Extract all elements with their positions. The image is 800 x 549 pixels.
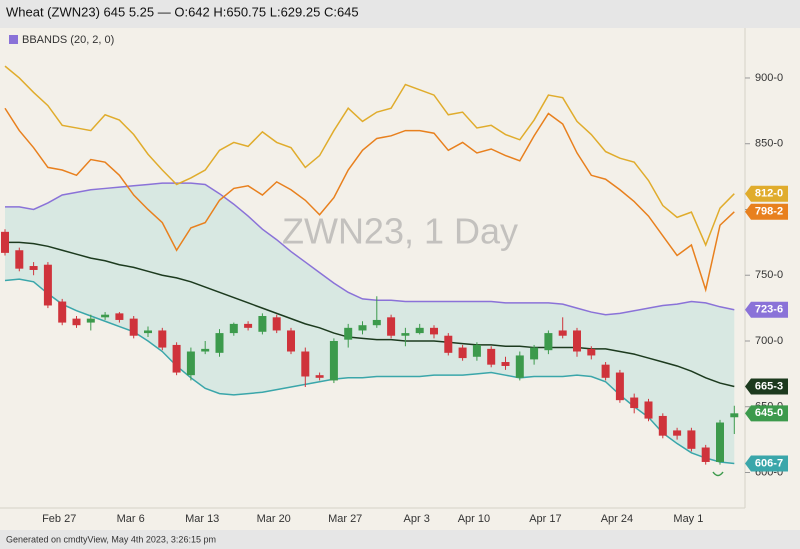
bband-middle <box>5 241 735 388</box>
x-tick-label: May 1 <box>673 513 703 525</box>
candle-body <box>530 347 539 360</box>
x-tick-label: Mar 6 <box>117 513 145 525</box>
value-badge-label: 645-0 <box>755 407 783 419</box>
x-tick-label: Apr 24 <box>601 513 633 525</box>
value-badge <box>745 378 788 395</box>
x-tick-label: Feb 27 <box>42 513 76 525</box>
x-tick-label: Mar 20 <box>257 513 291 525</box>
value-badge <box>745 203 788 220</box>
candle-body <box>730 413 739 418</box>
marker <box>712 471 724 477</box>
value-badge-label: 665-3 <box>755 380 783 392</box>
candle-body <box>201 348 210 352</box>
candle-body <box>58 301 67 323</box>
candle-body <box>358 325 367 331</box>
y-tick-label: 700-0 <box>755 335 783 347</box>
legend-swatch <box>9 35 18 44</box>
x-tick-label: Apr 3 <box>404 513 430 525</box>
legend-label: BBANDS (20, 2, 0) <box>22 34 114 46</box>
candle-body <box>186 351 195 376</box>
candle-body <box>372 319 381 326</box>
footer: Generated on cmdtyView, May 4th 2023, 3:… <box>6 534 216 544</box>
candle-body <box>444 335 453 353</box>
candle-body <box>301 351 310 377</box>
candle-body <box>687 430 696 449</box>
candle-body <box>387 317 396 336</box>
watermark: ZWN23, 1 Day <box>282 211 518 252</box>
candle-body <box>544 333 553 351</box>
bband-lower <box>4 278 735 465</box>
candle-body <box>86 318 95 323</box>
candle-body <box>401 333 410 336</box>
candle-body <box>158 330 167 348</box>
x-tick-label: Apr 10 <box>458 513 490 525</box>
value-badge-label: 723-6 <box>755 304 783 316</box>
y-tick-label: 750-0 <box>755 269 783 281</box>
value-badge <box>745 185 788 202</box>
candle-body <box>215 333 224 353</box>
candle-body <box>244 323 253 328</box>
candle-body <box>601 364 610 378</box>
candle-body <box>287 330 295 352</box>
indicator-line <box>4 65 735 247</box>
candle-body <box>458 347 467 359</box>
x-tick-label: Mar 13 <box>185 513 219 525</box>
candle-body <box>272 317 281 331</box>
value-badge-label: 798-2 <box>755 206 783 218</box>
candle-body <box>587 348 596 356</box>
value-badge <box>745 405 788 422</box>
chart-title: Wheat (ZWN23) 645 5.25 — O:642 H:650.75 … <box>6 4 359 19</box>
candle-body <box>29 266 38 270</box>
indicator-line <box>4 107 735 293</box>
value-badge <box>745 455 788 472</box>
bband-upper <box>5 182 735 316</box>
candle-body <box>115 313 124 320</box>
candle-body <box>716 422 724 462</box>
value-badge <box>745 301 788 318</box>
candle-body <box>315 375 324 378</box>
candle-body <box>615 372 624 401</box>
candle-body <box>630 397 639 409</box>
candle-body <box>1 231 9 253</box>
candle-body <box>329 340 338 381</box>
candle-body <box>501 362 510 366</box>
candle-body <box>15 250 24 269</box>
candle-body <box>129 318 138 336</box>
candle-body <box>172 344 181 373</box>
candle-body <box>43 264 52 306</box>
candle-body <box>101 314 110 318</box>
candle-body <box>472 344 481 357</box>
x-tick-label: Apr 17 <box>529 513 561 525</box>
value-badge-label: 606-7 <box>755 457 783 469</box>
y-tick-label: 900-0 <box>755 72 783 84</box>
candle-body <box>144 330 152 334</box>
candle-body <box>344 327 353 340</box>
band-fill <box>5 183 735 464</box>
y-tick-label: 850-0 <box>755 138 783 150</box>
header-bar <box>0 0 800 28</box>
candle-body <box>573 330 581 352</box>
candle-body <box>430 327 438 335</box>
footer-bar <box>0 530 800 549</box>
candle-body <box>72 318 81 326</box>
candle-body <box>258 316 267 332</box>
value-badge-label: 812-0 <box>755 188 783 200</box>
candle-body <box>701 447 710 462</box>
candle-body <box>487 348 496 365</box>
x-tick-label: Mar 27 <box>328 513 362 525</box>
candle-body <box>673 430 682 436</box>
candle-body <box>229 323 238 334</box>
candle-body <box>515 355 524 378</box>
candle-body <box>658 415 667 436</box>
candle-body <box>644 401 653 419</box>
candle-body <box>415 327 424 334</box>
candle-body <box>558 330 567 336</box>
